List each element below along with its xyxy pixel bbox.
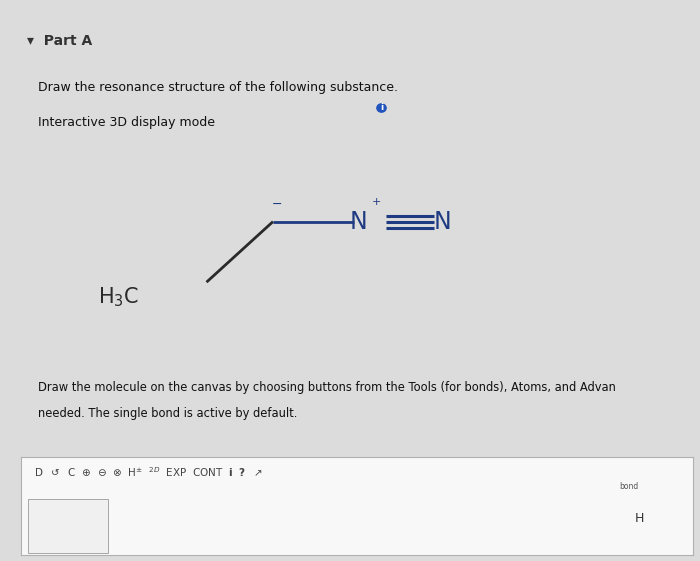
Text: Interactive 3D display mode: Interactive 3D display mode (38, 116, 216, 128)
Text: Draw the molecule on the canvas by choosing buttons from the Tools (for bonds), : Draw the molecule on the canvas by choos… (38, 380, 617, 394)
Text: H: H (635, 512, 644, 525)
Text: H$_3$C: H$_3$C (98, 286, 139, 309)
Text: N: N (350, 210, 368, 234)
Text: D  $\circlearrowleft$  C  $\oplus$  $\ominus$  $\otimes$  H$^{\pm}$  $^{2D}$  EX: D $\circlearrowleft$ C $\oplus$ $\ominus… (34, 465, 262, 479)
Text: N: N (434, 210, 452, 234)
Text: +: + (372, 196, 382, 206)
Ellipse shape (377, 104, 386, 112)
Text: −: − (272, 198, 281, 211)
Text: bond: bond (619, 482, 638, 491)
Text: Draw the resonance structure of the following substance.: Draw the resonance structure of the foll… (38, 81, 398, 94)
Text: needed. The single bond is active by default.: needed. The single bond is active by def… (38, 407, 298, 420)
FancyBboxPatch shape (28, 499, 108, 553)
Text: i: i (380, 103, 383, 113)
Text: ▾  Part A: ▾ Part A (27, 34, 92, 48)
